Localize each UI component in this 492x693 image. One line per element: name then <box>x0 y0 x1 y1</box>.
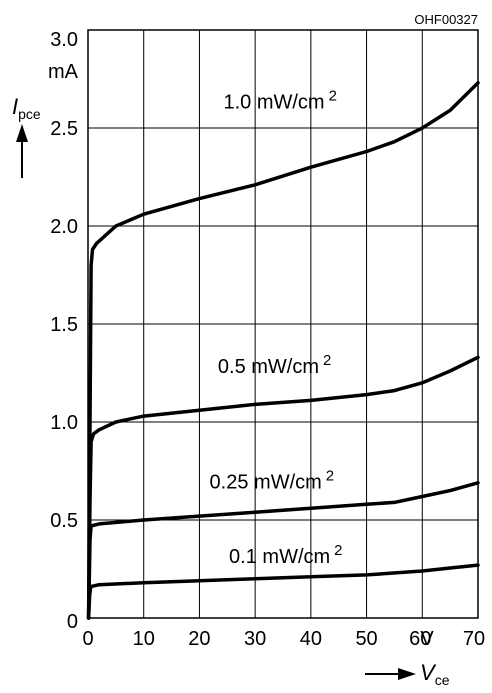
x-tick-label: 0 <box>82 628 93 650</box>
plot-frame <box>87 29 479 619</box>
series-label-3: 0.1 mW/cm 2 <box>229 542 342 568</box>
x-axis-label: Vce <box>420 660 450 688</box>
series-label-1: 0.5 mW/cm 2 <box>218 352 331 378</box>
y-tick-label: 1.5 <box>50 314 78 336</box>
series-line-1 <box>86 355 480 620</box>
x-axis-arrow <box>365 668 416 680</box>
figure-code: OHF00327 <box>414 12 478 27</box>
x-tick-label: 50 <box>355 628 377 650</box>
series-labels: 1.0 mW/cm 2 0.5 mW/cm 2 0.25 mW/cm 2 0.1 mW/cm… <box>210 87 343 568</box>
series-line-2 <box>86 481 480 620</box>
series-lines <box>86 81 480 620</box>
x-axis-subscript: ce <box>435 672 450 688</box>
x-tick-label: 70 <box>463 628 485 650</box>
series-line-0 <box>86 81 480 620</box>
series-label-0: 1.0 mW/cm 2 <box>223 87 336 113</box>
y-axis-symbol: I <box>12 94 18 119</box>
x-axis-symbol: V <box>420 660 437 685</box>
y-tick-label: 3.0 <box>50 29 78 51</box>
y-axis-subscript: pce <box>18 106 41 122</box>
y-tick-label: 0.5 <box>50 510 78 532</box>
x-tick-label: 40 <box>300 628 322 650</box>
y-tick-label: 0 <box>67 611 78 633</box>
x-tick-label: 30 <box>244 628 266 650</box>
y-axis-arrow <box>16 124 28 178</box>
y-axis-label: Ipce <box>12 94 41 122</box>
series-label-2: 0.25 mW/cm 2 <box>210 468 335 494</box>
y-tick-labels: 0 0.5 1.0 1.5 2.0 2.5 3.0 <box>50 29 78 633</box>
y-tick-label: 2.0 <box>50 216 78 238</box>
x-tick-labels: 0 10 20 30 40 50 60 70 <box>82 628 485 650</box>
x-tick-label: 10 <box>133 628 155 650</box>
x-tick-label: 60 <box>409 628 431 650</box>
grid <box>87 29 479 619</box>
x-tick-label: 20 <box>188 628 210 650</box>
y-unit: mA <box>48 61 79 83</box>
x-unit: V <box>420 628 434 650</box>
y-tick-label: 2.5 <box>50 118 78 140</box>
y-tick-label: 1.0 <box>50 412 78 434</box>
series-line-3 <box>86 563 480 620</box>
